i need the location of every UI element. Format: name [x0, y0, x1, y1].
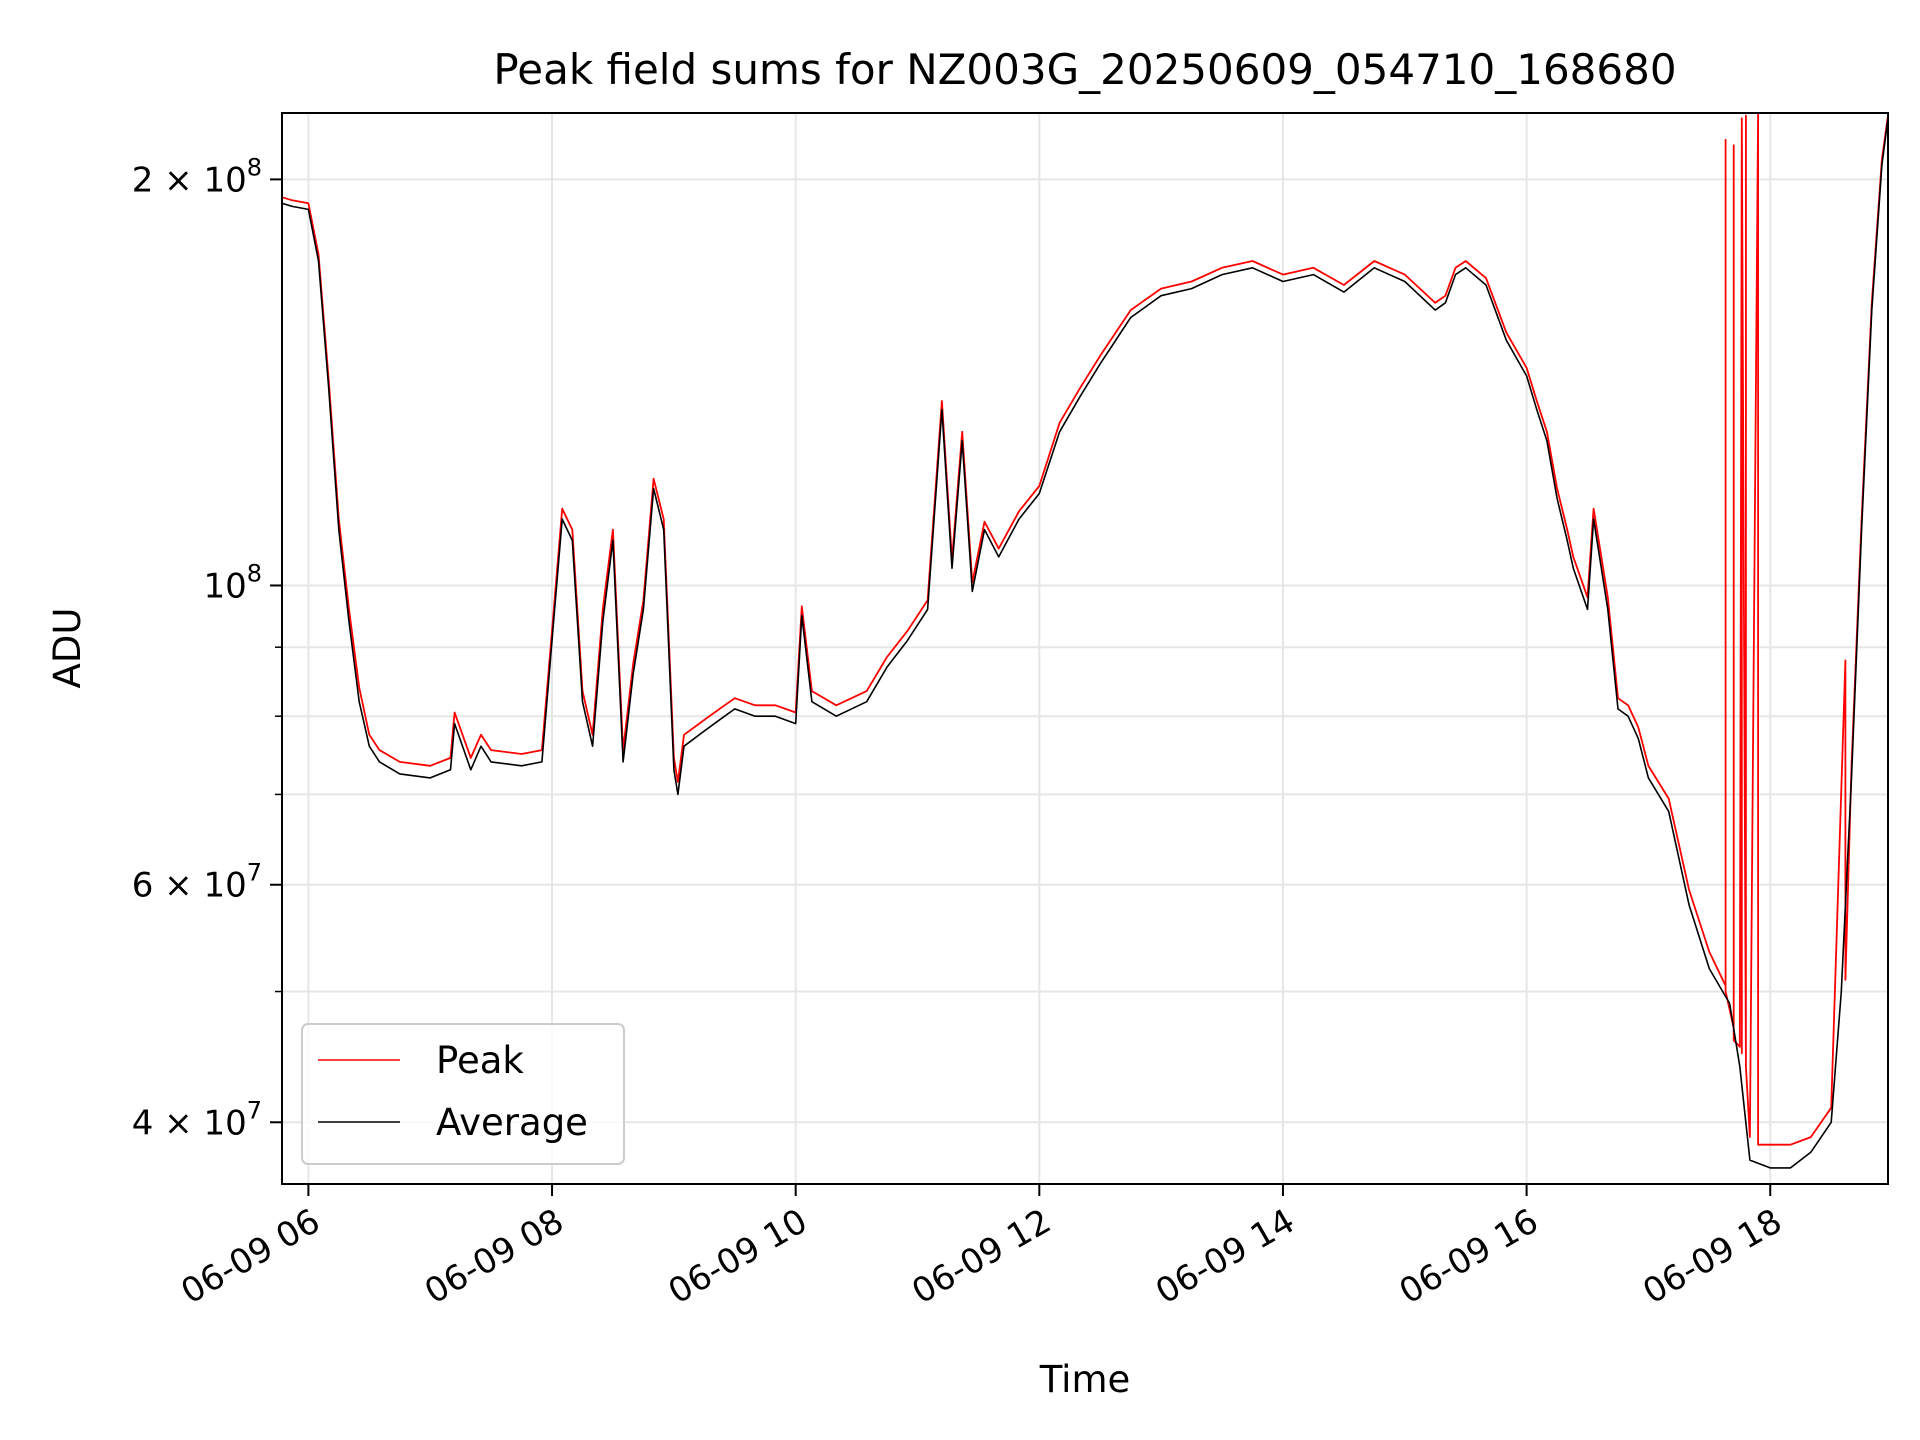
y-tick-label: 2 × 108	[132, 153, 262, 200]
legend-box	[301, 1023, 625, 1165]
chart-title: Peak field sums for NZ003G_20250609_0547…	[493, 45, 1676, 94]
legend-label-average: Average	[436, 1101, 588, 1144]
legend: Peak Average	[301, 1023, 625, 1165]
grid-lines	[282, 113, 1888, 1184]
series-layer	[282, 113, 1888, 1169]
y-axis-label: ADU	[46, 608, 89, 689]
legend-label-peak: Peak	[436, 1039, 524, 1082]
plot-frame	[281, 112, 1889, 1185]
series-line-average	[282, 118, 1888, 1169]
x-axis-label: Time	[1039, 1358, 1131, 1401]
y-tick-label: 4 × 107	[132, 1096, 262, 1143]
y-tick-label: 108	[203, 559, 262, 606]
y-axis: 4 × 107 6 × 107 108 2 × 108	[132, 153, 282, 1143]
series-line-peak	[282, 113, 1888, 1146]
y-tick-label: 6 × 107	[132, 859, 262, 906]
